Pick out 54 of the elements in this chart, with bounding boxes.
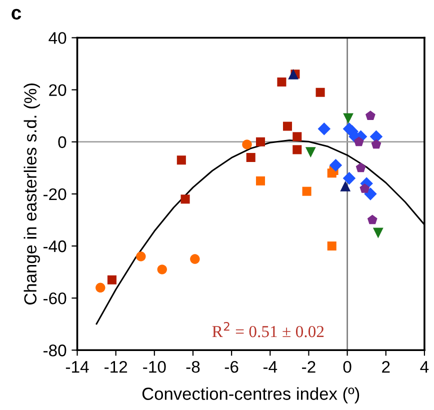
point — [340, 180, 351, 192]
point — [342, 172, 356, 185]
x-axis-title: Convection-centres index (º) — [142, 387, 360, 404]
x-tick-label: 0 — [343, 360, 352, 373]
point — [190, 254, 200, 264]
point — [318, 122, 331, 136]
point — [242, 140, 252, 150]
y-tick-label: 20 — [49, 84, 66, 96]
point — [356, 162, 366, 172]
point — [305, 147, 316, 158]
x-tick-label: -6 — [224, 360, 238, 373]
y-axis-title: Change in easterlies s.d. (%) — [24, 84, 40, 304]
x-tick-label: 2 — [382, 360, 390, 373]
x-tick-label: -10 — [143, 360, 166, 373]
point — [367, 214, 378, 224]
point — [157, 264, 167, 274]
point — [360, 184, 370, 193]
annotation: R$^{2}$ = 0.51 ± 0.02 — [212, 322, 324, 338]
point — [354, 136, 364, 146]
y-tick-label: -20 — [43, 188, 66, 200]
y-tick-label: 0 — [58, 136, 66, 148]
point — [292, 132, 302, 142]
point — [180, 194, 190, 204]
point — [316, 88, 325, 97]
point — [107, 275, 116, 284]
x-tick-label: -4 — [263, 361, 278, 373]
point — [176, 156, 186, 165]
x-tick-label: -14 — [66, 361, 89, 373]
point — [136, 252, 146, 262]
point — [302, 186, 312, 196]
point — [288, 68, 298, 80]
point — [282, 122, 292, 131]
point — [372, 228, 384, 238]
point — [371, 139, 382, 149]
point — [343, 113, 354, 124]
x-tick-label: 4 — [420, 361, 429, 373]
x-tick-label: -12 — [104, 360, 128, 373]
point — [277, 77, 286, 86]
y-tick-label: -60 — [43, 292, 66, 304]
point — [365, 110, 376, 120]
text: c — [12, 8, 22, 20]
y-tick-label: 40 — [48, 32, 66, 44]
point — [246, 152, 256, 162]
point — [327, 241, 336, 251]
x-tick-label: -2 — [302, 360, 316, 373]
x-tick-label: -8 — [186, 360, 200, 373]
point — [364, 188, 377, 200]
point — [96, 282, 106, 293]
point — [329, 158, 342, 172]
point — [292, 145, 302, 154]
point — [256, 176, 266, 186]
point — [256, 137, 266, 146]
y-tick-label: -40 — [43, 240, 66, 252]
y-tick-label: -80 — [43, 344, 66, 356]
